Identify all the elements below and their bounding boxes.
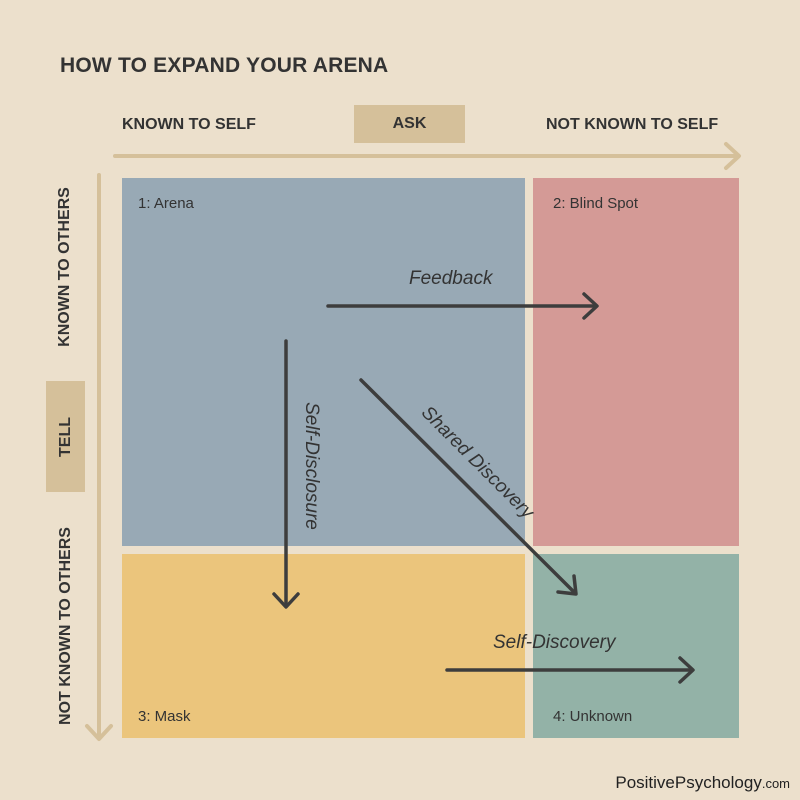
self-disclosure-arrow [272,339,300,609]
self-discovery-arrow [445,656,695,684]
page-title: HOW TO EXPAND YOUR ARENA [60,54,389,77]
brand-logo: PositivePsychology.com [615,773,790,793]
quadrant-blind-spot-label: 2: Blind Spot [553,195,639,212]
brand-name: PositivePsychology [615,773,762,792]
shared-discovery-arrow [359,378,578,596]
quadrant-unknown-label: 4: Unknown [553,708,633,725]
feedback-label: Feedback [409,268,493,289]
ask-tag: ASK [354,105,465,143]
left-axis-arrow [85,173,113,741]
quadrant-arena: 1: Arena [122,178,525,546]
known-to-self-label: KNOWN TO SELF [122,116,256,133]
top-axis-arrow [113,142,741,170]
ask-label: ASK [392,115,427,132]
tell-tag: TELL [46,381,85,492]
self-disclosure-label: Self-Disclosure [301,402,322,530]
quadrant-mask: 3: Mask [122,554,525,738]
quadrant-arena-label: 1: Arena [138,195,194,212]
self-discovery-label: Self-Discovery [493,632,616,653]
not-known-to-self-label: NOT KNOWN TO SELF [546,116,719,133]
quadrant-mask-label: 3: Mask [138,708,191,725]
feedback-arrow [326,292,599,320]
quadrant-blind-spot: 2: Blind Spot [533,178,739,546]
brand-suffix: .com [761,776,790,791]
